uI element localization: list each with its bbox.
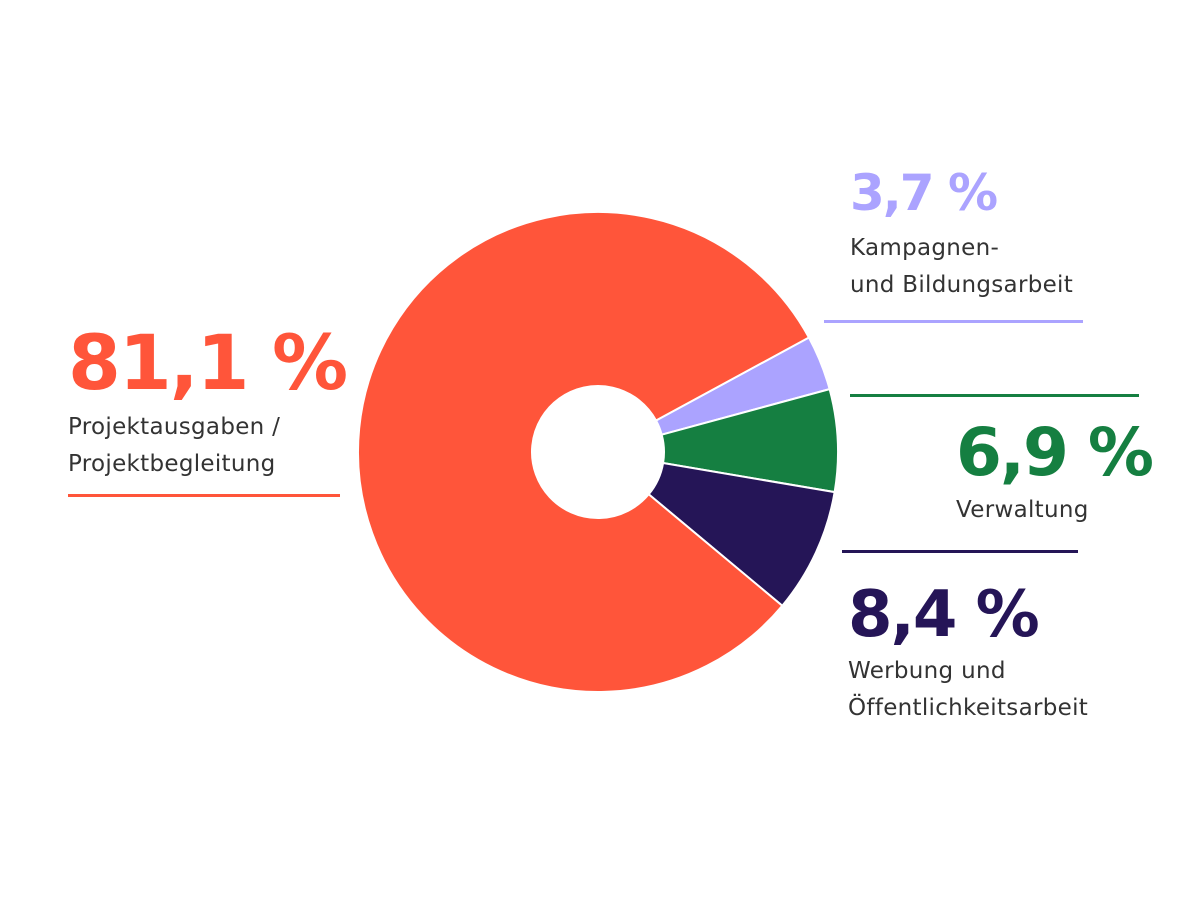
label-verwaltung: 6,9 % Verwaltung [956,414,1154,529]
category-label-line: Werbung und [848,658,1006,684]
category-label-line: Verwaltung [956,497,1089,523]
rule-verwaltung [850,394,1139,397]
category-label-line: Kampagnen- [850,235,1000,261]
category-label-line: Projektausgaben / [68,414,281,440]
category-label-projektausgaben: Projektausgaben / Projektbegleitung [68,409,346,483]
value-label-kampagnen: 3,7 % [850,164,998,222]
value-label-projektausgaben: 81,1 % [68,318,348,407]
label-kampagnen: 3,7 % Kampagnen- und Bildungsarbeit [850,168,1073,304]
value-label-werbung: 8,4 % [848,578,1040,652]
value-label-verwaltung: 6,9 % [956,414,1154,491]
rule-projektausgaben [68,494,340,497]
slice-projektausgaben [357,211,811,693]
label-projektausgaben: 81,1 % Projektausgaben / Projektbegleitu… [68,318,348,483]
rule-werbung [842,550,1078,553]
category-label-line: und Bildungsarbeit [850,272,1074,298]
label-werbung: 8,4 % Werbung und Öffentlichkeitsarbeit [848,583,1088,727]
category-label-werbung: Werbung und Öffentlichkeitsarbeit [848,653,1088,727]
rule-kampagnen [824,320,1083,323]
category-label-kampagnen: Kampagnen- und Bildungsarbeit [850,230,1073,304]
category-label-line: Projektbegleitung [68,451,276,477]
category-label-verwaltung: Verwaltung [956,492,1152,529]
category-label-line: Öffentlichkeitsarbeit [848,695,1089,721]
